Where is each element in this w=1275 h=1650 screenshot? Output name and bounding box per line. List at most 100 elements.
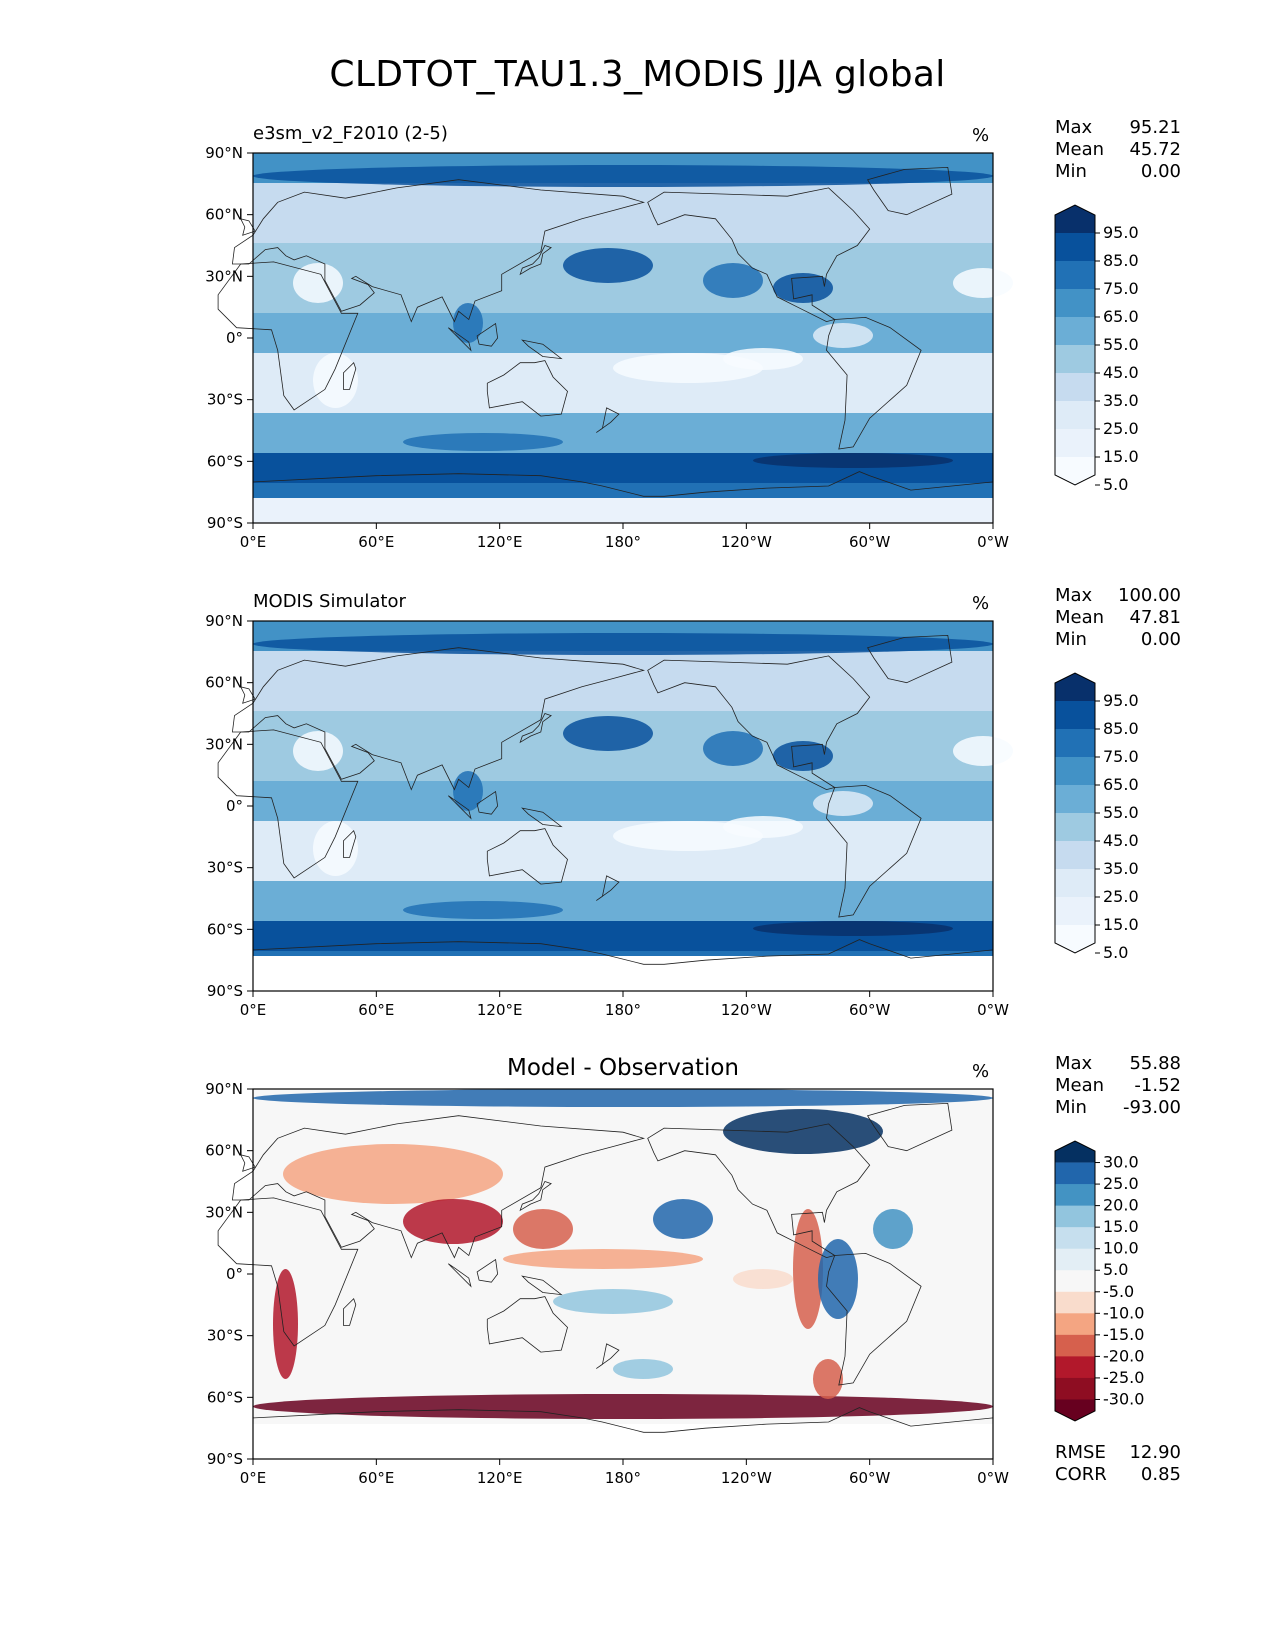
lon-tick-label: 120°W [721, 533, 772, 551]
stat-name: Mean [1055, 139, 1105, 160]
coastline [217, 1197, 359, 1347]
coastline [519, 713, 552, 744]
panel-label: MODIS Simulator [253, 591, 406, 612]
contour-feature [403, 1199, 503, 1244]
colorbar-tick-label: 30.0 [1103, 1153, 1139, 1172]
lon-tick-label: 180° [605, 1469, 641, 1487]
coastline [596, 1343, 620, 1369]
colorbar-tick-label: 5.0 [1103, 1260, 1128, 1279]
stat-row: Mean 47.81 [1055, 607, 1181, 629]
contour-feature [503, 1249, 703, 1269]
colorbar-tick-label: 95.0 [1103, 223, 1139, 242]
contour-band [253, 651, 993, 711]
contour-feature [253, 633, 993, 655]
coastline [217, 729, 359, 879]
colorbar: 95.0 85.0 75.0 65.0 55.0 45.0 35.0 25.0 15.0 5.0 [1054, 204, 1139, 494]
contour-band [253, 781, 993, 821]
lon-tick-label: 60°E [358, 1469, 394, 1487]
lon-tick-label: 60°W [849, 533, 891, 551]
lat-tick-label: 60°N [205, 674, 243, 692]
lon-tick-label: 120°E [477, 533, 523, 551]
colorbar-segment [1055, 1162, 1095, 1185]
colorbar-tick-label: 15.0 [1103, 915, 1139, 934]
contour-feature [773, 273, 833, 303]
lon-tick-label: 60°E [358, 533, 394, 551]
colorbar-tick-label: -25.0 [1103, 1368, 1144, 1387]
colorbar-tick-label: 25.0 [1103, 887, 1139, 906]
contour-feature [403, 433, 563, 451]
contour-feature [253, 1089, 993, 1107]
stat-value: 0.00 [1140, 161, 1181, 182]
lat-tick-label: 90°N [205, 612, 243, 630]
contour-feature [793, 1209, 823, 1329]
contour-feature [813, 1359, 843, 1399]
metric-value: 0.85 [1140, 1464, 1181, 1485]
contour-band [253, 413, 993, 453]
stat-value: 0.00 [1140, 629, 1181, 650]
map-plot: 90°N 60°N 30°N 0° 30°S 60°S 90°S0°E 60°E 120°E 18… [205, 612, 1013, 1019]
contour-feature [563, 716, 653, 751]
colorbar-tick-label: 85.0 [1103, 719, 1139, 738]
contour-feature [723, 1109, 883, 1154]
colorbar-tick-label: 5.0 [1103, 943, 1128, 962]
map-plot: 90°N 60°N 30°N 0° 30°S 60°S 90°S0°E 60°E 120°E 18… [205, 144, 1013, 551]
colorbar-segment [1055, 457, 1095, 485]
colorbar-segment [1055, 1141, 1095, 1163]
lat-tick-label: 30°N [205, 735, 243, 753]
stat-value: -93.00 [1122, 1097, 1181, 1118]
coastline [826, 1252, 922, 1386]
panel-observation: MODIS Simulator % 90°N 60°N 30°N 0° 30°S 60°S… [0, 585, 1275, 1061]
stats-box: Max 95.21 Mean 45.72 Min 0.00 [1055, 117, 1181, 183]
coastline [252, 1407, 994, 1433]
contour-feature [273, 1269, 298, 1379]
contour-feature [773, 741, 833, 771]
coastline [521, 1275, 563, 1296]
colorbar-tick-label: 20.0 [1103, 1196, 1139, 1215]
lon-tick-label: 0°W [977, 1001, 1009, 1019]
coastline [252, 939, 994, 965]
colorbar-segment [1055, 1270, 1095, 1293]
stat-value: -1.52 [1134, 1075, 1181, 1096]
colorbar-tick-label: 5.0 [1103, 475, 1128, 494]
lat-tick-label: 90°S [207, 514, 243, 532]
lat-tick-label: 60°S [207, 920, 243, 938]
stat-row: Min 0.00 [1055, 161, 1181, 183]
colorbar-tick-label: 35.0 [1103, 391, 1139, 410]
contour-feature [723, 348, 803, 370]
contour-band [253, 498, 993, 523]
contour-band [253, 881, 993, 921]
colorbar-segment [1055, 1313, 1095, 1336]
lat-tick-label: 90°N [205, 144, 243, 162]
colorbar-tick-label: 65.0 [1103, 307, 1139, 326]
contour-feature [813, 791, 873, 816]
metric-row: CORR 0.85 [1055, 1464, 1181, 1486]
colorbar-segment [1055, 1334, 1095, 1357]
colorbar-tick-label: 15.0 [1103, 1217, 1139, 1236]
stat-row: Mean 45.72 [1055, 139, 1181, 161]
colorbar-segment [1055, 813, 1095, 842]
coastline [521, 339, 563, 360]
lon-tick-label: 0°W [977, 533, 1009, 551]
stat-value: 45.72 [1129, 139, 1181, 160]
colorbar-segment [1055, 289, 1095, 318]
contour-feature [953, 268, 1013, 298]
colorbar-segment [1055, 1184, 1095, 1207]
colorbar-tick-label: 65.0 [1103, 775, 1139, 794]
colorbar-outline [1054, 1140, 1096, 1422]
colorbar-segment [1055, 785, 1095, 814]
contour-feature [553, 1289, 673, 1314]
colorbar-segment [1055, 317, 1095, 346]
lon-tick-label: 60°W [849, 1001, 891, 1019]
colorbar-segment [1055, 757, 1095, 786]
lon-tick-label: 0°E [240, 1469, 267, 1487]
lon-tick-label: 0°W [977, 1469, 1009, 1487]
colorbar-tick-label: 45.0 [1103, 363, 1139, 382]
missing-data [253, 956, 993, 991]
contour-feature [283, 1144, 503, 1204]
coastline [866, 634, 953, 684]
colorbar-segment [1055, 1356, 1095, 1379]
stat-value: 95.21 [1129, 117, 1181, 138]
colorbar-tick-label: 85.0 [1103, 251, 1139, 270]
stat-row: Min 0.00 [1055, 629, 1181, 651]
panel-label: e3sm_v2_F2010 (2-5) [253, 123, 448, 144]
